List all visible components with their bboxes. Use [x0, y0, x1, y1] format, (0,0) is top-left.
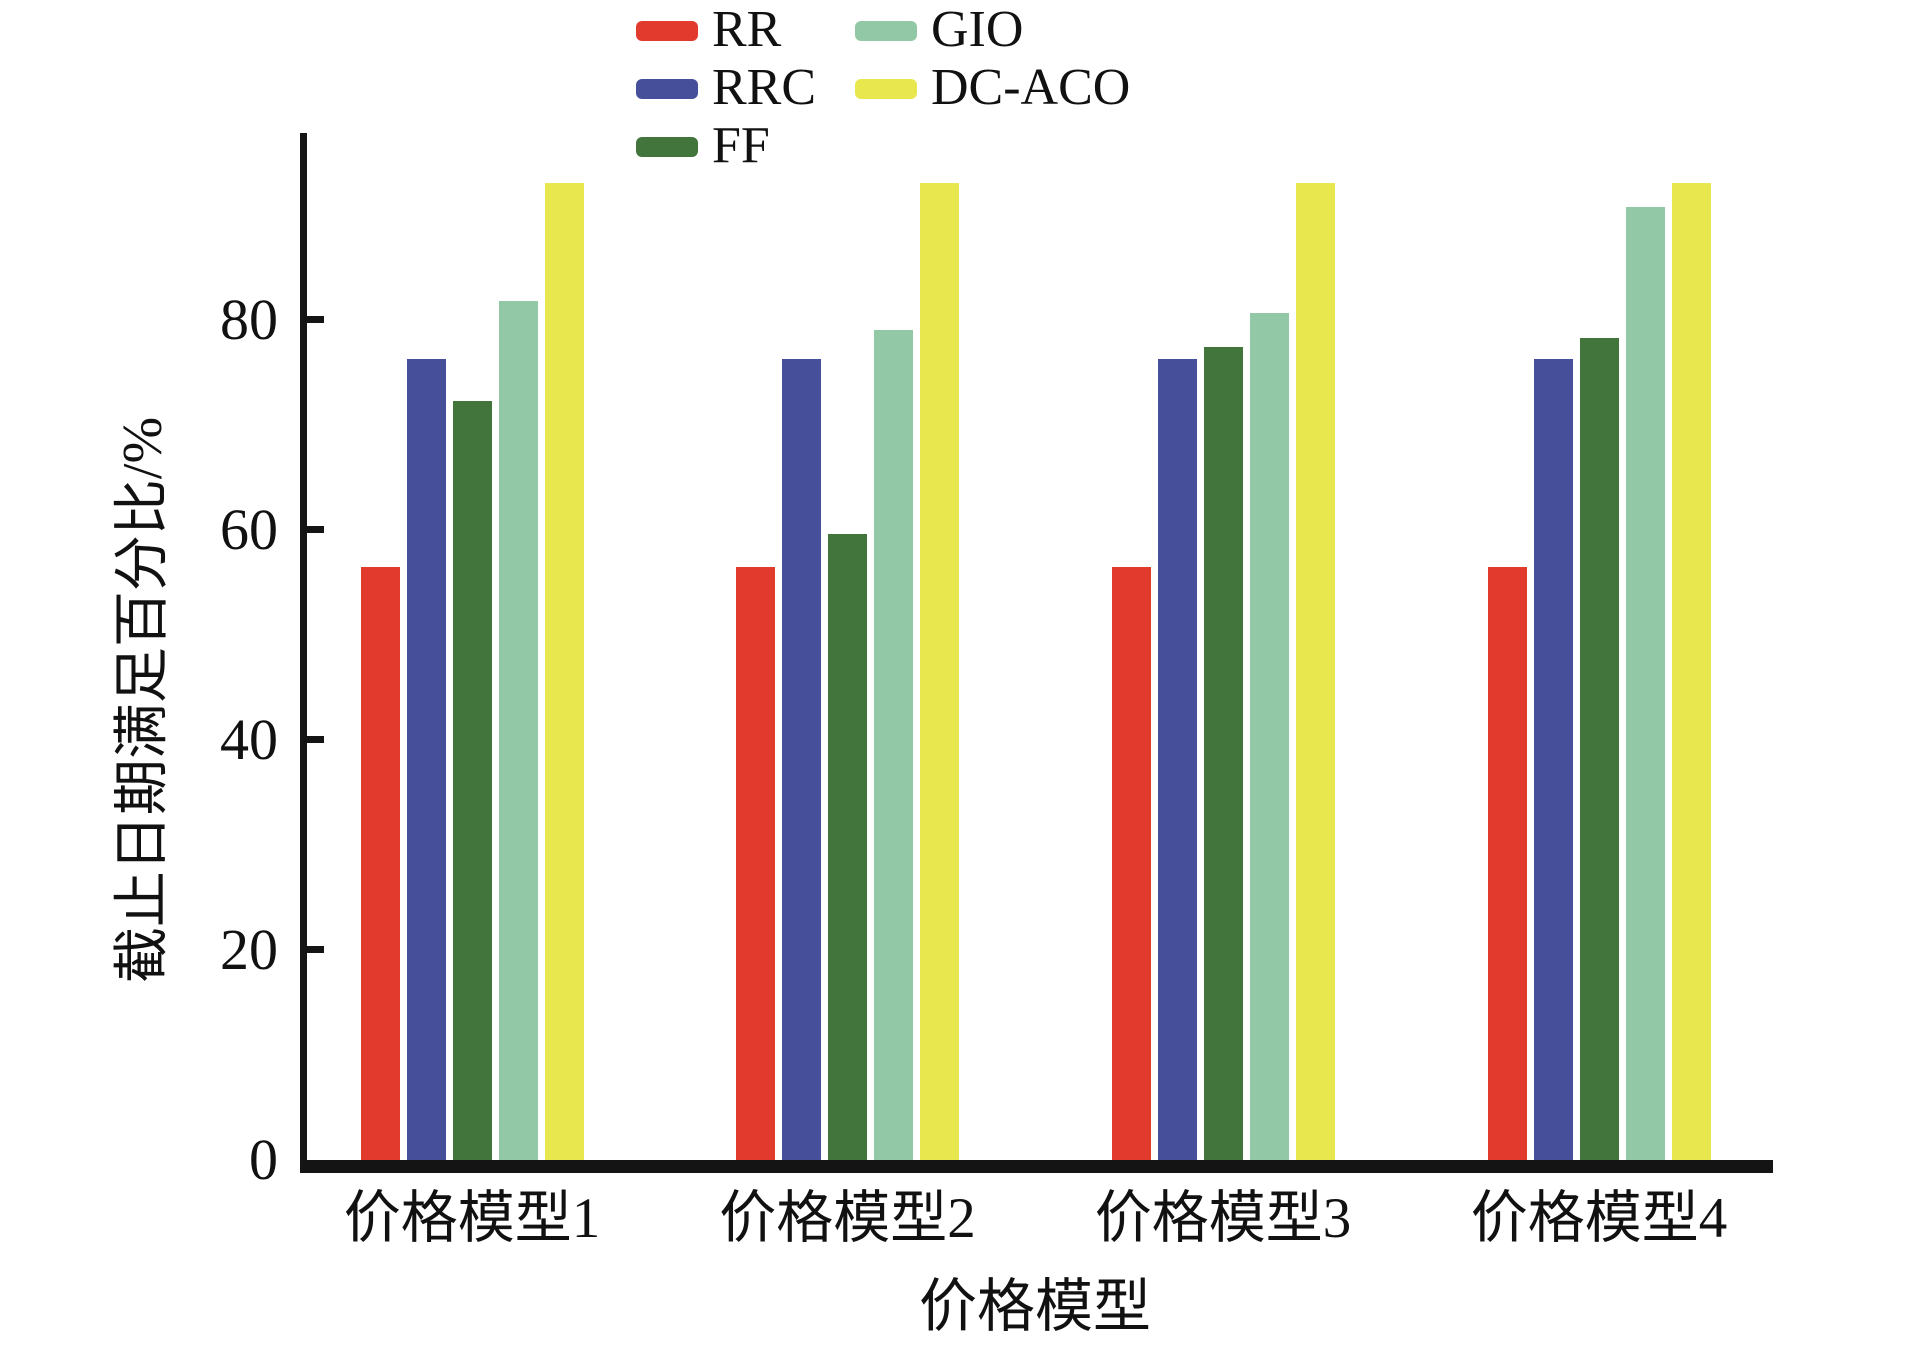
x-tick-label-4: 价格模型4	[1470, 1187, 1728, 1250]
y-tick-label-0: 0	[249, 1127, 278, 1192]
bar-DC-ACO-价格模型4	[1671, 183, 1711, 1160]
legend-swatch-DC-ACO	[855, 79, 917, 99]
bar-DC-ACO-价格模型1	[544, 183, 584, 1160]
bar-RR-价格模型2	[736, 566, 775, 1160]
bar-DC-ACO-价格模型3	[1295, 183, 1335, 1160]
y-tick-40	[307, 736, 324, 744]
bar-GIO-价格模型3	[1249, 312, 1289, 1160]
x-tick-label-1: 价格模型1	[343, 1187, 601, 1250]
y-tick-label-60: 60	[220, 496, 278, 562]
legend-swatch-GIO	[855, 21, 917, 41]
legend-label-RRC: RRC	[712, 59, 817, 116]
legend-label-FF: FF	[712, 117, 770, 174]
bar-RRC-价格模型1	[406, 358, 446, 1160]
bar-RRC-价格模型2	[782, 358, 821, 1160]
legend-label-RR: RR	[712, 1, 782, 58]
plot-area	[300, 133, 1773, 1173]
bar-FF-价格模型1	[452, 400, 492, 1160]
y-tick-80	[307, 316, 324, 324]
y-tick-label-20: 20	[220, 916, 278, 982]
bar-FF-价格模型4	[1579, 337, 1619, 1160]
bar-GIO-价格模型1	[498, 301, 538, 1160]
bar-RR-价格模型3	[1111, 566, 1151, 1160]
bar-RRC-价格模型3	[1157, 358, 1197, 1160]
legend-swatch-RR	[636, 21, 698, 41]
y-tick-60	[307, 526, 324, 534]
x-axis-title: 价格模型	[918, 1274, 1151, 1339]
bar-FF-价格模型2	[828, 534, 867, 1160]
legend-label-DC-ACO: DC-ACO	[931, 59, 1131, 116]
bar-FF-价格模型3	[1203, 347, 1243, 1160]
bar-RRC-价格模型4	[1533, 358, 1573, 1160]
bar-DC-ACO-价格模型2	[920, 183, 959, 1160]
bar-GIO-价格模型2	[874, 330, 913, 1160]
x-tick-label-2: 价格模型2	[719, 1187, 976, 1250]
legend-swatch-FF	[636, 137, 698, 157]
y-tick-label-40: 40	[220, 706, 278, 772]
bar-RR-价格模型1	[360, 566, 400, 1160]
y-axis-title: 截止日期满足百分比/%	[112, 416, 174, 984]
legend-swatch-RRC	[636, 79, 698, 99]
bar-RR-价格模型4	[1487, 566, 1527, 1160]
x-tick-label-3: 价格模型3	[1094, 1187, 1352, 1250]
bar-GIO-价格模型4	[1625, 206, 1665, 1160]
legend-label-GIO: GIO	[931, 1, 1024, 58]
y-tick-label-80: 80	[220, 286, 278, 352]
y-tick-20	[307, 946, 324, 954]
